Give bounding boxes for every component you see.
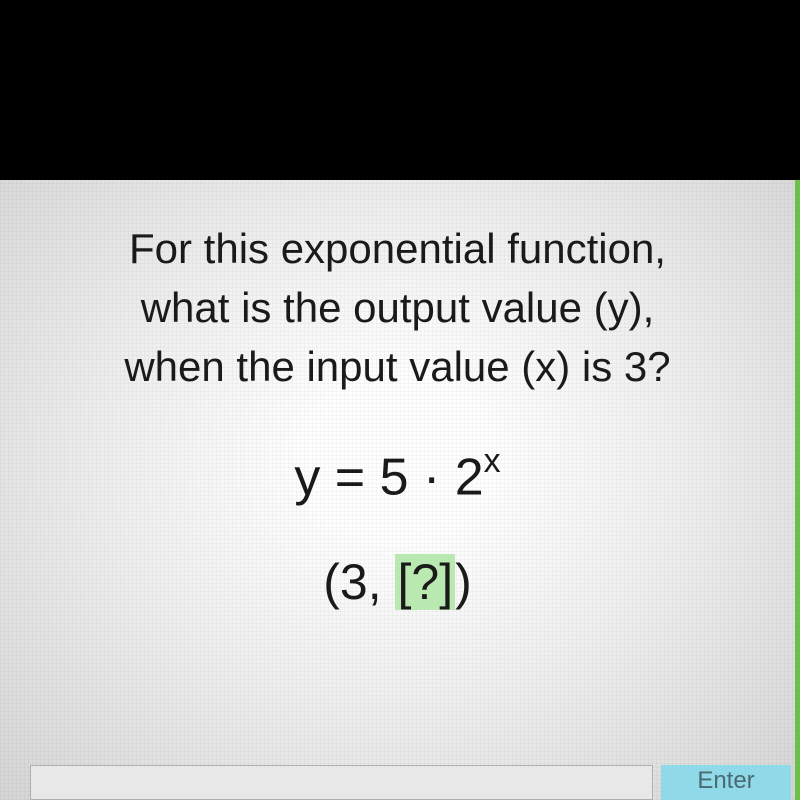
equation-base: 2 xyxy=(455,449,484,507)
coord-open: ( xyxy=(323,554,340,610)
coord-unknown-highlight: [?] xyxy=(395,554,455,610)
question-panel: For this exponential function, what is t… xyxy=(0,180,795,800)
coord-x: 3 xyxy=(340,554,368,610)
enter-button[interactable]: Enter xyxy=(661,765,791,800)
coord-bracket-open: [ xyxy=(397,554,411,610)
coordinate-display: (3, [?]) xyxy=(0,553,795,611)
answer-bar: Enter xyxy=(0,765,795,800)
equation-coeff: 5 xyxy=(380,449,409,507)
coord-unknown: ? xyxy=(411,554,439,610)
coord-close: ) xyxy=(455,554,472,610)
equation-exponent: x xyxy=(484,442,501,480)
equation-dot: · xyxy=(409,449,455,507)
enter-button-label: Enter xyxy=(697,767,754,795)
question-line-1: For this exponential function, xyxy=(30,220,765,279)
coord-sep: , xyxy=(368,554,396,610)
question-text-block: For this exponential function, what is t… xyxy=(0,220,795,396)
right-green-edge xyxy=(795,180,800,800)
equation-eq: = xyxy=(320,449,379,507)
question-line-3: when the input value (x) is 3? xyxy=(30,338,765,397)
top-black-bar xyxy=(0,0,800,180)
question-line-2: what is the output value (y), xyxy=(30,279,765,338)
equation-lhs: y xyxy=(294,449,320,507)
equation-display: y = 5 · 2x xyxy=(0,446,795,507)
answer-input[interactable] xyxy=(30,765,653,800)
coord-bracket-close: ] xyxy=(439,554,453,610)
